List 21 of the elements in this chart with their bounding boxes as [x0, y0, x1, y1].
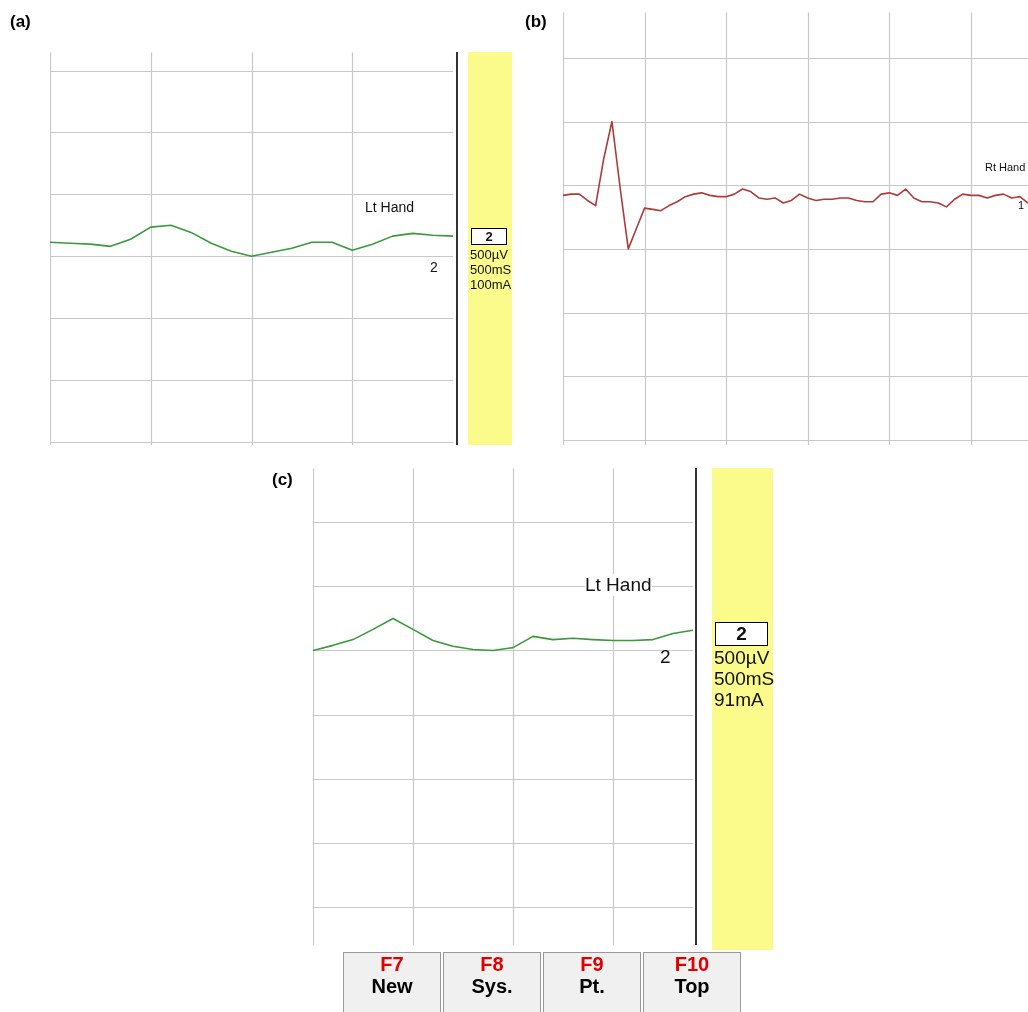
text: 100mA — [470, 277, 512, 293]
text: 91mA — [714, 688, 764, 711]
text: 2 — [715, 621, 768, 646]
annotation: 2 — [660, 645, 671, 668]
text: 500mS — [470, 262, 512, 278]
function-key-button: F10 Top — [643, 952, 741, 1012]
text: 2 — [471, 228, 507, 246]
text: 500mS — [714, 667, 775, 690]
text: Lt Hand — [585, 573, 652, 596]
text: 500µV — [714, 646, 770, 669]
chart-title: (b) — [525, 12, 547, 32]
text: 500µV — [470, 247, 508, 263]
text: 2 — [430, 258, 438, 275]
function-key-button: F9 Pt. — [543, 952, 641, 1012]
chart-title: (c) — [272, 470, 293, 490]
chart-title: (a) — [10, 12, 31, 32]
annotation: Rt Hand — [985, 161, 1026, 174]
function-key-button: F7 New — [343, 952, 441, 1012]
text: Lt Hand — [365, 198, 415, 215]
function-key-button: F8 Sys. — [443, 952, 541, 1012]
annotation: 1 — [1018, 198, 1025, 211]
